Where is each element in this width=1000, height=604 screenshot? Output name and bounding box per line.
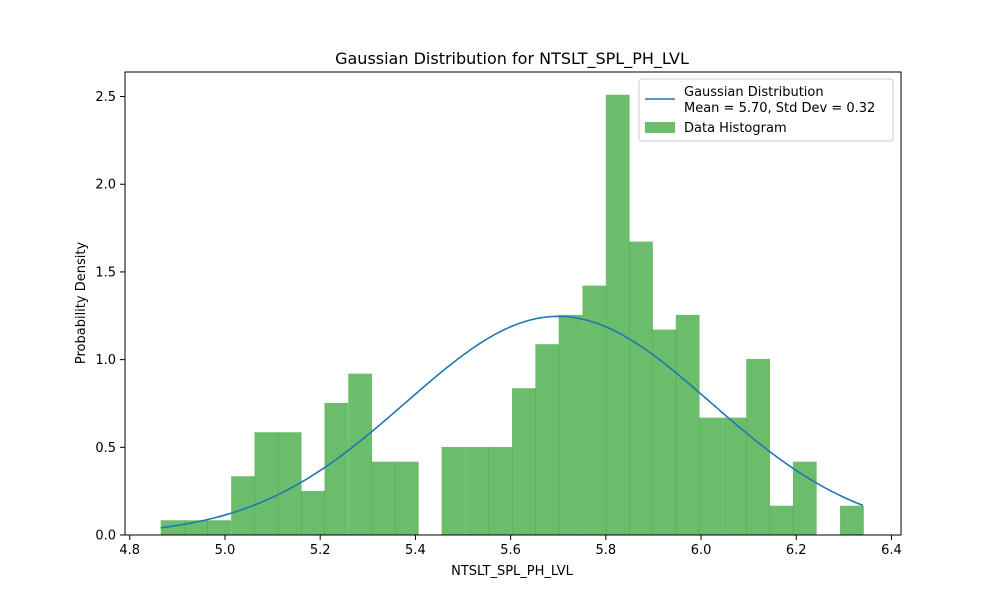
histogram-bar (254, 432, 279, 535)
y-tick-label: 0.0 (95, 529, 116, 544)
histogram-bar (535, 344, 560, 535)
histogram-bar (394, 461, 419, 535)
y-axis-ticks: 0.0 0.5 1.0 1.5 2.0 2.5 (95, 90, 125, 544)
histogram-bar (675, 314, 700, 535)
legend-histogram-label: Data Histogram (684, 121, 787, 136)
y-axis-label: Probability Density (74, 242, 89, 365)
histogram-bar (629, 241, 653, 535)
x-tick-label: 6.4 (881, 543, 902, 558)
histogram-bar (652, 329, 677, 535)
plot-frame (124, 71, 902, 536)
histogram-bar (558, 314, 583, 535)
histogram-bar (348, 373, 373, 535)
histogram-bar (301, 490, 325, 535)
histogram-bar (582, 285, 607, 535)
histogram-bars (160, 94, 864, 535)
x-tick-label: 6.2 (786, 543, 807, 558)
histogram-bar (207, 520, 232, 535)
legend-gaussian-label-line: Mean = 5.70, Std Dev = 0.32 (684, 101, 875, 116)
y-tick-label: 0.5 (95, 441, 116, 456)
histogram-bar (840, 505, 864, 535)
x-tick-label: 5.2 (310, 543, 331, 558)
histogram-bar (441, 446, 466, 535)
histogram-bar (488, 446, 513, 535)
histogram-bar (792, 461, 817, 535)
histogram-bar (160, 520, 185, 535)
histogram-bar (746, 358, 770, 535)
x-tick-label: 6.0 (691, 543, 712, 558)
histogram-bar (324, 402, 349, 535)
gaussian-curve (160, 315, 864, 529)
y-tick-label: 2.0 (95, 178, 116, 193)
histogram-bar (699, 417, 723, 535)
y-tick-label: 1.0 (95, 353, 116, 368)
histogram-bar (277, 432, 302, 535)
histogram-bar (722, 417, 747, 535)
histogram-bar (512, 388, 536, 535)
legend: Gaussian Distribution Mean = 5.70, Std De… (638, 78, 894, 142)
histogram-bar (371, 461, 396, 535)
legend-box (638, 78, 894, 142)
chart-title: Gaussian Distribution for NTSLT_SPL_PH_L… (335, 49, 689, 69)
legend-gaussian-label-line: Gaussian Distribution (684, 85, 824, 100)
x-axis-label: NTSLT_SPL_PH_LVL (451, 564, 573, 579)
histogram-bar (231, 476, 255, 535)
x-tick-label: 5.4 (405, 543, 426, 558)
legend-gaussian-label: Gaussian Distribution Mean = 5.70, Std De… (684, 85, 875, 116)
x-tick-label: 4.8 (119, 543, 140, 558)
histogram-bar (605, 94, 630, 535)
histogram-bar (769, 505, 794, 535)
legend-hist-swatch (645, 122, 675, 133)
y-tick-label: 2.5 (95, 90, 116, 105)
x-tick-label: 5.8 (595, 543, 616, 558)
x-tick-label: 5.6 (500, 543, 521, 558)
histogram-bar (465, 446, 490, 535)
y-tick-label: 1.5 (95, 265, 116, 280)
x-axis-ticks: 4.8 5.0 5.2 5.4 5.6 5.8 6.0 6.2 6.4 (119, 535, 902, 558)
x-tick-label: 5.0 (215, 543, 236, 558)
